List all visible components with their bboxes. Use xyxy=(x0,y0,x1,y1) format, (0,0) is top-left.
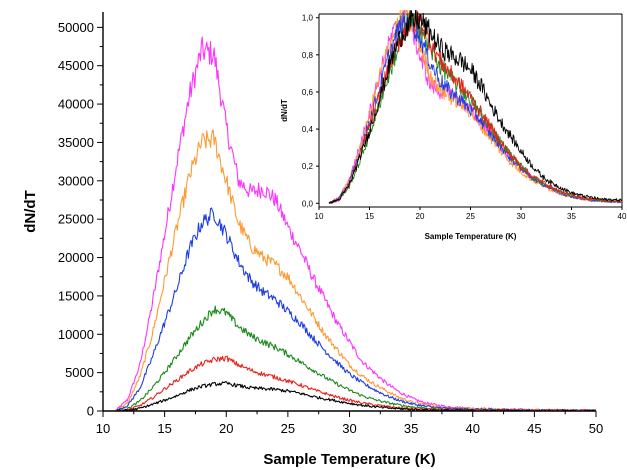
main-x-tick-label: 25 xyxy=(281,421,295,436)
main-y-tick-label: 50000 xyxy=(58,20,94,35)
main-x-tick-label: 35 xyxy=(404,421,418,436)
main-y-tick-label: 45000 xyxy=(58,58,94,73)
main-series-line-1 xyxy=(115,36,596,411)
inset-x-tick-label: 20 xyxy=(416,212,425,221)
main-series-line-5 xyxy=(115,355,596,411)
main-y-tick-label: 25000 xyxy=(58,212,94,227)
main-x-tick-label: 50 xyxy=(589,421,603,436)
inset-y-tick-label: 0,0 xyxy=(302,199,314,208)
main-x-axis-title: Sample Temperature (K) xyxy=(263,451,435,468)
main-y-tick-label: 20000 xyxy=(58,250,94,265)
main-series-line-6 xyxy=(115,381,596,411)
inset-y-tick-label: 0,8 xyxy=(302,51,314,60)
inset-series-line-6 xyxy=(328,10,622,204)
main-x-tick-label: 15 xyxy=(157,421,171,436)
main-series-line-3 xyxy=(114,207,596,411)
inset-x-tick-label: 30 xyxy=(517,212,526,221)
main-series-line-4 xyxy=(114,305,596,411)
inset-y-tick-label: 0,4 xyxy=(302,125,314,134)
inset-y-tick-label: 1,0 xyxy=(302,14,314,23)
main-y-tick-label: 10000 xyxy=(58,327,94,342)
inset-x-tick-label: 10 xyxy=(315,212,324,221)
main-x-tick-label: 30 xyxy=(342,421,356,436)
main-y-tick-label: 0 xyxy=(87,404,94,419)
main-series-group xyxy=(114,36,596,411)
main-x-tick-label: 45 xyxy=(527,421,541,436)
inset-x-tick-label: 40 xyxy=(618,212,627,221)
main-y-axis-title: dN/dT xyxy=(22,190,39,233)
inset-x-tick-label: 25 xyxy=(466,212,475,221)
main-y-tick-label: 40000 xyxy=(58,97,94,112)
main-x-tick-label: 10 xyxy=(96,421,110,436)
main-y-tick-label: 35000 xyxy=(58,135,94,150)
inset-x-axis-title: Sample Temperature (K) xyxy=(425,232,517,241)
inset-y-tick-label: 0,2 xyxy=(302,162,314,171)
main-x-tick-label: 40 xyxy=(466,421,480,436)
inset-y-axis-title: dN/dT xyxy=(280,99,289,122)
inset-x-tick-label: 35 xyxy=(567,212,576,221)
main-plot: 10 15 20 25 30 35 40 45 50 0 5000 10000 15000 20000 25… xyxy=(22,12,603,468)
main-y-tick-label: 30000 xyxy=(58,173,94,188)
inset-y-tick-label: 0,6 xyxy=(302,88,314,97)
inset-x-tick-label: 15 xyxy=(365,212,374,221)
main-x-tick-label: 20 xyxy=(219,421,233,436)
inset-plot: 10 15 20 25 30 35 40 0,0 0,2 0,4 0,6 0,8 1,0 Sample T… xyxy=(280,10,627,241)
inset-series-line-5 xyxy=(328,10,622,204)
main-y-tick-label: 5000 xyxy=(65,365,94,380)
inset-series-group xyxy=(328,10,622,204)
main-y-tick-label: 15000 xyxy=(58,288,94,303)
